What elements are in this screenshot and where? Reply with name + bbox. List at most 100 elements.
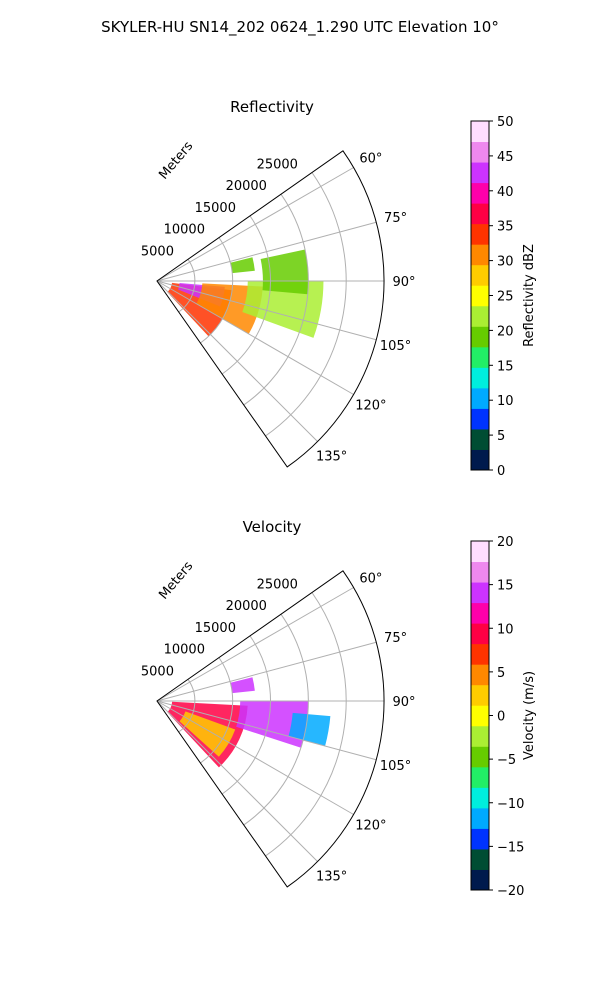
colorbar-tick-label: −10 (497, 797, 524, 812)
reflectivity-range-axis-label: Meters (156, 139, 196, 183)
reflectivity-range-gridline (221, 215, 271, 375)
colorbar-swatch (471, 684, 489, 706)
velocity-colorbar-label: Velocity (m/s) (522, 671, 537, 760)
colorbar-swatch (471, 326, 489, 348)
velocity-azimuth-tick-label: 105° (380, 759, 411, 774)
colorbar-swatch (471, 162, 489, 184)
colorbar-swatch (471, 869, 489, 891)
reflectivity-azimuth-tick-label: 75° (384, 211, 407, 226)
reflectivity-colorbar: 0 5 10 15 20 25 30 35 40 45 50 Reflectivity dBZ (470, 115, 537, 479)
colorbar-tick-label: −15 (497, 840, 524, 855)
reflectivity-frame (156, 150, 385, 468)
reflectivity-azimuth-gridline (156, 280, 354, 395)
reflectivity-range-tick-label: 5000 (141, 244, 174, 259)
velocity-echo-region (230, 677, 255, 694)
colorbar-tick-label: 40 (497, 185, 514, 200)
colorbar-swatch (471, 582, 489, 604)
colorbar-swatch (471, 305, 489, 327)
colorbar-swatch (471, 408, 489, 430)
colorbar-swatch (471, 541, 489, 563)
colorbar-tick-label: 50 (497, 115, 514, 130)
velocity-echo-region (288, 712, 331, 747)
colorbar-swatch (471, 387, 489, 409)
figure-title: SKYLER-HU SN14_202 0624_1.290 UTC Elevat… (101, 18, 499, 37)
colorbar-swatch (471, 203, 489, 225)
velocity-echo-region (179, 711, 236, 757)
colorbar-tick-label: 20 (497, 535, 514, 550)
colorbar-tick-label: 5 (497, 429, 505, 444)
reflectivity-azimuth-gridline (156, 280, 377, 341)
colorbar-swatch (471, 623, 489, 645)
colorbar-swatch (471, 182, 489, 204)
reflectivity-range-gridline (243, 193, 309, 406)
colorbar-tick-label: 35 (497, 220, 514, 235)
velocity-azimuth-gridline (156, 700, 377, 761)
reflectivity-range-tick-label: 15000 (195, 201, 236, 216)
colorbar-swatch (471, 725, 489, 747)
colorbar-tick-label: 10 (497, 622, 514, 637)
velocity-range-tick-label: 5000 (141, 664, 174, 679)
reflectivity-azimuth-gridline (156, 221, 377, 282)
colorbar-tick-label: 10 (497, 394, 514, 409)
colorbar-swatch (471, 367, 489, 389)
velocity-azimuth-gridline (156, 700, 354, 815)
colorbar-swatch (471, 141, 489, 163)
colorbar-swatch (471, 807, 489, 829)
velocity-title: Velocity (243, 518, 302, 536)
colorbar-tick-label: 30 (497, 255, 514, 270)
velocity-range-gridline (265, 592, 347, 857)
velocity-range-tick-label: 25000 (257, 577, 298, 592)
velocity-azimuth-tick-label: 135° (316, 870, 347, 885)
colorbar-tick-label: 15 (497, 359, 514, 374)
colorbar-tick-label: 0 (497, 464, 505, 479)
velocity-colorbar: −20 −15 −10 −5 0 5 10 15 20 Velocity (m/s) (470, 535, 537, 899)
reflectivity-range-tick-label: 10000 (164, 223, 205, 238)
velocity-azimuth-gridline (156, 700, 318, 862)
reflectivity-range-tick-label: 20000 (226, 179, 267, 194)
reflectivity-echo-region (260, 249, 309, 295)
colorbar-swatch (471, 244, 489, 266)
colorbar-swatch (471, 705, 489, 727)
velocity-azimuth-tick-label: 60° (359, 572, 382, 587)
colorbar-swatch (471, 828, 489, 850)
reflectivity-azimuth-tick-label: 135° (316, 450, 347, 465)
colorbar-tick-label: 15 (497, 579, 514, 594)
colorbar-tick-label: −5 (497, 753, 516, 768)
colorbar-tick-label: −20 (497, 884, 524, 899)
colorbar-swatch (471, 848, 489, 870)
reflectivity-azimuth-tick-label: 120° (355, 399, 386, 414)
colorbar-tick-label: 5 (497, 666, 505, 681)
velocity-azimuth-tick-label: 75° (384, 631, 407, 646)
velocity-range-tick-label: 15000 (195, 621, 236, 636)
velocity-azimuth-tick-label: 120° (355, 819, 386, 834)
colorbar-swatch (471, 602, 489, 624)
reflectivity-echo-region (242, 281, 324, 338)
colorbar-swatch (471, 643, 489, 665)
reflectivity-colorbar-label: Reflectivity dBZ (522, 244, 537, 347)
panels: Reflectivity60°75°90°105°120°135°5000100… (141, 98, 537, 899)
reflectivity-range-gridline (200, 237, 234, 344)
velocity-range-tick-label: 20000 (226, 599, 267, 614)
colorbar-swatch (471, 787, 489, 809)
reflectivity-echo-region (230, 257, 255, 274)
colorbar-swatch (471, 285, 489, 307)
reflectivity-azimuth-tick-label: 90° (392, 275, 415, 290)
reflectivity-azimuth-gridline (156, 280, 318, 442)
reflectivity-title: Reflectivity (230, 98, 314, 116)
velocity-range-tick-label: 10000 (164, 643, 205, 658)
colorbar-tick-label: 45 (497, 150, 514, 165)
reflectivity-azimuth-tick-label: 60° (359, 152, 382, 167)
velocity-range-axis-label: Meters (156, 559, 196, 603)
velocity-range-gridline (221, 635, 271, 795)
colorbar-swatch (471, 428, 489, 450)
colorbar-swatch (471, 766, 489, 788)
colorbar-swatch (471, 223, 489, 245)
velocity-frame (156, 570, 385, 888)
panel-reflectivity: Reflectivity60°75°90°105°120°135°5000100… (141, 98, 537, 479)
colorbar-swatch (471, 346, 489, 368)
reflectivity-azimuth-gridline (156, 167, 354, 282)
colorbar-swatch (471, 664, 489, 686)
reflectivity-range-gridline (265, 172, 347, 437)
velocity-range-gridline (200, 657, 234, 764)
